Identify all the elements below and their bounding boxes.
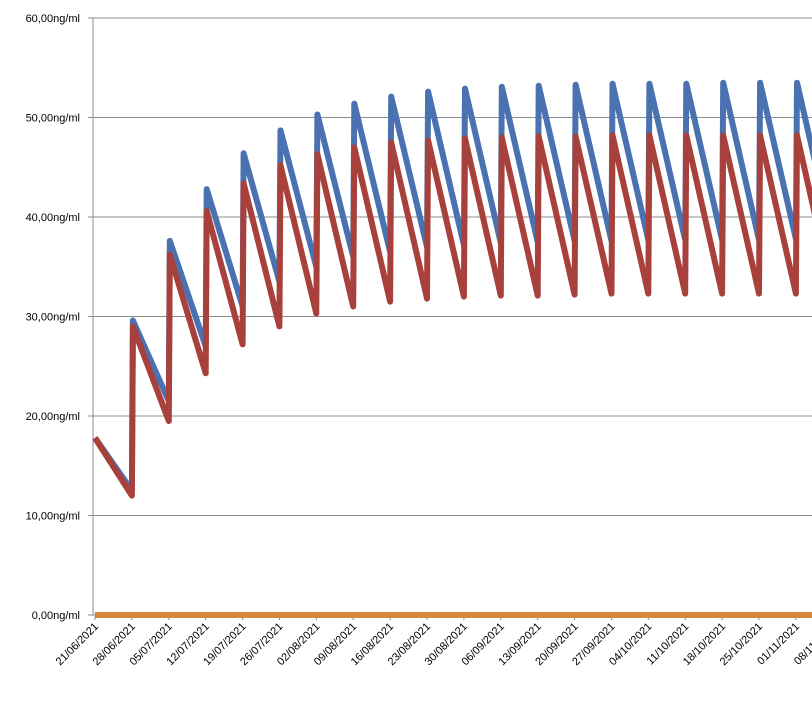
y-tick-label: 50,00ng/ml: [26, 113, 80, 125]
y-tick-label: 40,00ng/ml: [26, 212, 80, 224]
y-tick-label: 0,00ng/ml: [32, 610, 80, 622]
y-tick-label: 20,00ng/ml: [26, 411, 80, 423]
series-line: [93, 132, 812, 499]
series-line: [93, 79, 812, 494]
y-tick-label: 10,00ng/ml: [26, 511, 80, 523]
y-tick-label: 30,00ng/ml: [26, 312, 80, 324]
y-tick-label: 60,00ng/ml: [26, 13, 80, 25]
